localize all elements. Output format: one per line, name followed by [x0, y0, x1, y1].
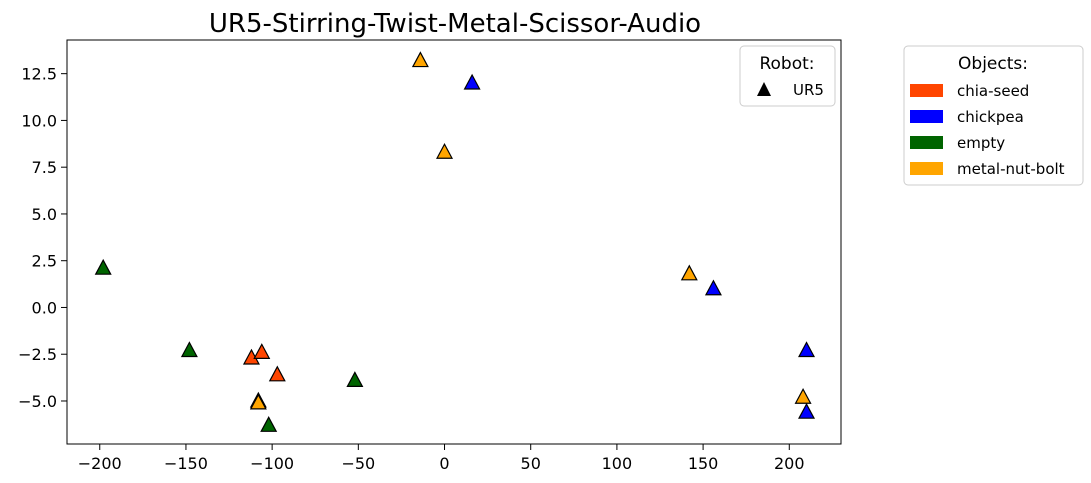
plot-area	[66, 39, 842, 445]
y-tick-label: 5.0	[32, 205, 57, 224]
object-legend-frame	[903, 45, 1084, 186]
data-point-metal-nut-bolt	[680, 264, 698, 281]
x-tick-label: 50	[521, 454, 541, 473]
y-tick-label: 10.0	[21, 111, 57, 130]
x-tick-label: −50	[341, 454, 375, 473]
chart-title: UR5-Stirring-Twist-Metal-Scissor-Audio	[209, 9, 701, 39]
x-tick-label: −100	[250, 454, 294, 473]
robot-legend-title: Robot:	[759, 54, 814, 74]
data-point-metal-nut-bolt	[794, 387, 812, 404]
data-point-empty	[260, 416, 278, 432]
data-point-chia-seed	[253, 343, 271, 359]
y-tick-label: 7.5	[32, 158, 57, 177]
y-tick-label: −2.5	[18, 345, 57, 364]
data-point-chickpea	[798, 341, 816, 358]
x-tick-label: 0	[439, 454, 449, 473]
legend-label-metal-nut-bolt: metal-nut-bolt	[957, 160, 1065, 178]
legend-label-chia-seed: chia-seed	[957, 82, 1029, 100]
legend-swatch-metal-nut-bolt	[910, 162, 943, 175]
x-tick-label: −150	[164, 454, 208, 473]
legend-swatch-chickpea	[910, 110, 943, 123]
x-axis: −200 −150 −100 −50 0 50 100 150 200	[78, 444, 805, 473]
legend-swatch-empty	[910, 136, 943, 149]
data-point-empty	[94, 258, 112, 275]
data-points	[94, 51, 816, 432]
x-tick-label: 100	[602, 454, 633, 473]
y-tick-label: −5.0	[18, 392, 57, 411]
data-point-chickpea	[798, 402, 816, 419]
data-point-metal-nut-bolt	[436, 142, 454, 159]
x-tick-label: 200	[774, 454, 805, 473]
y-axis: −5.0 −2.5 0.0 2.5 5.0 7.5 10.0 12.5	[18, 65, 67, 411]
x-tick-label: −200	[78, 454, 122, 473]
robot-legend-label: UR5	[793, 81, 824, 99]
legend-label-chickpea: chickpea	[957, 108, 1024, 126]
data-point-chickpea	[463, 73, 481, 90]
y-tick-label: 0.0	[32, 298, 57, 317]
robot-legend: Robot: UR5	[739, 45, 836, 107]
data-point-chickpea	[704, 279, 722, 296]
data-point-chia-seed	[268, 365, 286, 382]
data-point-metal-nut-bolt	[249, 393, 267, 410]
object-legend: Objects: chia-seed chickpea empty metal-nut…	[903, 45, 1084, 186]
y-tick-label: 12.5	[21, 65, 57, 84]
data-point-empty	[346, 371, 364, 388]
robot-legend-marker-triangle	[757, 82, 771, 96]
legend-label-empty: empty	[957, 134, 1005, 152]
data-point-empty	[180, 341, 198, 358]
legend-swatch-chia-seed	[910, 84, 943, 97]
y-tick-label: 2.5	[32, 252, 57, 271]
x-tick-label: 150	[688, 454, 719, 473]
data-point-metal-nut-bolt	[411, 51, 429, 68]
object-legend-title: Objects:	[958, 54, 1028, 74]
